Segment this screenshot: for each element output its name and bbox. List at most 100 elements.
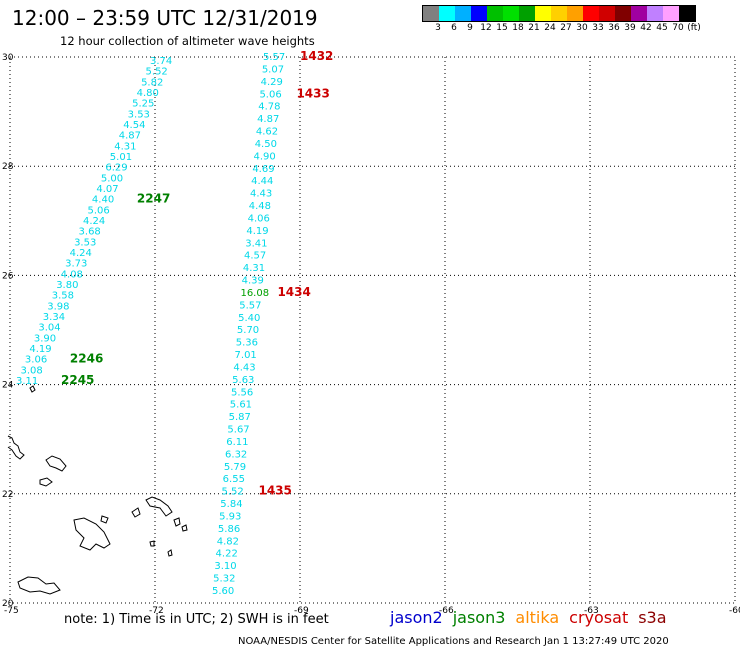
pass-time-label: 2246 bbox=[70, 352, 103, 366]
wave-height-label: 5.86 bbox=[218, 524, 240, 535]
lat-tick-label: 30 bbox=[2, 53, 14, 63]
pass-time-label: 1435 bbox=[258, 484, 291, 498]
wave-height-label: 4.87 bbox=[119, 131, 141, 142]
legend-label: 27 bbox=[560, 23, 572, 33]
wave-height-label: 4.08 bbox=[61, 269, 83, 280]
legend-swatch bbox=[615, 6, 631, 21]
legend-swatch bbox=[535, 6, 551, 21]
wave-height-label: 3.90 bbox=[34, 333, 56, 344]
legend-swatch bbox=[423, 6, 439, 21]
wave-height-label: 4.06 bbox=[248, 213, 270, 224]
wave-height-label: 4.19 bbox=[246, 226, 268, 237]
legend-swatch bbox=[551, 6, 567, 21]
wave-height-label: 5.63 bbox=[232, 375, 254, 386]
wave-height-label: 4.62 bbox=[256, 127, 278, 138]
wave-height-label: 4.44 bbox=[251, 176, 273, 187]
lat-tick-label: 26 bbox=[2, 271, 14, 281]
wave-height-label: 5.84 bbox=[220, 499, 242, 510]
footnote: note: 1) Time is in UTC; 2) SWH is in fe… bbox=[64, 612, 329, 627]
wave-height-label: 16.08 bbox=[240, 288, 269, 299]
wave-height-label: 3.53 bbox=[74, 237, 96, 248]
legend-label: 15 bbox=[496, 23, 508, 33]
gridlines bbox=[9, 56, 736, 604]
wave-height-label: 3.10 bbox=[214, 561, 236, 572]
color-legend bbox=[422, 5, 696, 22]
legend-label: 45 bbox=[656, 23, 668, 33]
wave-height-label: 5.79 bbox=[224, 462, 246, 473]
legend-swatch bbox=[647, 6, 663, 21]
wave-height-label: 5.06 bbox=[259, 89, 281, 100]
lon-tick-label: -75 bbox=[4, 606, 19, 616]
lat-tick-label: 28 bbox=[2, 162, 14, 172]
island-bahamas-a bbox=[145, 496, 173, 517]
pass-time-label: 1433 bbox=[296, 86, 329, 100]
lon-tick-label: -69 bbox=[294, 606, 309, 616]
wave-height-label: 5.82 bbox=[141, 77, 163, 88]
wave-height-label: 3.53 bbox=[128, 109, 150, 120]
legend-label: 12 bbox=[480, 23, 492, 33]
satellite-jason3: jason3 bbox=[452, 608, 506, 627]
page-title: 12:00 – 23:59 UTC 12/31/2019 bbox=[12, 6, 318, 30]
island-cuba-east bbox=[7, 435, 25, 460]
wave-height-label: 3.74 bbox=[150, 56, 172, 67]
satellite-cryosat: cryosat bbox=[569, 608, 629, 627]
legend-label: 42 bbox=[640, 23, 652, 33]
wave-height-label: 3.41 bbox=[245, 238, 267, 249]
lon-tick-label: -63 bbox=[584, 606, 599, 616]
island-inagua bbox=[39, 477, 53, 487]
wave-height-label: 6.29 bbox=[105, 163, 127, 174]
lon-tick-label: -66 bbox=[439, 606, 454, 616]
wave-height-label: 4.57 bbox=[244, 251, 266, 262]
wave-height-label: 4.19 bbox=[29, 344, 51, 355]
wave-height-label: 4.90 bbox=[254, 151, 276, 162]
wave-height-label: 5.25 bbox=[132, 99, 154, 110]
wave-height-label: 6.32 bbox=[225, 449, 247, 460]
wave-height-label: 3.11 bbox=[16, 376, 38, 387]
pass-time-label: 1432 bbox=[300, 49, 333, 63]
legend-label: 21 bbox=[528, 23, 540, 33]
island-caicos bbox=[131, 507, 141, 518]
legend-label: 6 bbox=[451, 23, 457, 33]
wave-height-label: 5.52 bbox=[146, 67, 168, 78]
legend-swatch bbox=[439, 6, 455, 21]
wave-height-label: 3.04 bbox=[38, 323, 60, 334]
pass-time-label: 1434 bbox=[277, 285, 310, 299]
island-small-north bbox=[29, 385, 36, 393]
wave-height-label: 3.06 bbox=[25, 355, 47, 366]
legend-label: 33 bbox=[592, 23, 604, 33]
satellite-legend: jason2 jason3 altika cryosat s3a bbox=[390, 608, 677, 627]
wave-height-label: 4.80 bbox=[137, 88, 159, 99]
legend-swatch bbox=[679, 6, 695, 21]
lon-tick-label: -60 bbox=[729, 606, 740, 616]
island-small-c bbox=[149, 540, 155, 547]
wave-height-label: 5.61 bbox=[230, 400, 252, 411]
wave-height-label: 3.68 bbox=[79, 227, 101, 238]
wave-height-label: 5.40 bbox=[238, 313, 260, 324]
wave-height-label: 4.82 bbox=[217, 536, 239, 547]
wave-height-label: 4.24 bbox=[70, 248, 92, 259]
wave-height-label: 4.43 bbox=[233, 362, 255, 373]
island-bahamas-b bbox=[173, 517, 181, 527]
legend-label: (ft) bbox=[687, 23, 701, 33]
island-south-coast bbox=[17, 576, 61, 595]
wave-height-label: 4.24 bbox=[83, 216, 105, 227]
legend-swatch bbox=[599, 6, 615, 21]
coastline-islands bbox=[7, 385, 188, 595]
legend-label: 36 bbox=[608, 23, 620, 33]
wave-height-label: 4.48 bbox=[249, 201, 271, 212]
wave-height-label: 5.52 bbox=[221, 487, 243, 498]
wave-height-label: 3.58 bbox=[52, 291, 74, 302]
pass-time-label: 2247 bbox=[137, 192, 170, 206]
island-turks bbox=[73, 517, 111, 551]
wave-height-label: 4.31 bbox=[243, 263, 265, 274]
legend-label: 24 bbox=[544, 23, 556, 33]
satellite-altika: altika bbox=[515, 608, 560, 627]
axis-labels: -75 -72 -69 -66 -63 -60 30 28 26 24 22 20 bbox=[2, 53, 740, 616]
legend-swatch bbox=[503, 6, 519, 21]
wave-height-label: 3.73 bbox=[65, 259, 87, 270]
page-subtitle: 12 hour collection of altimeter wave hei… bbox=[60, 34, 315, 48]
wave-height-label: 3.08 bbox=[20, 365, 42, 376]
lon-tick-label: -72 bbox=[149, 606, 164, 616]
